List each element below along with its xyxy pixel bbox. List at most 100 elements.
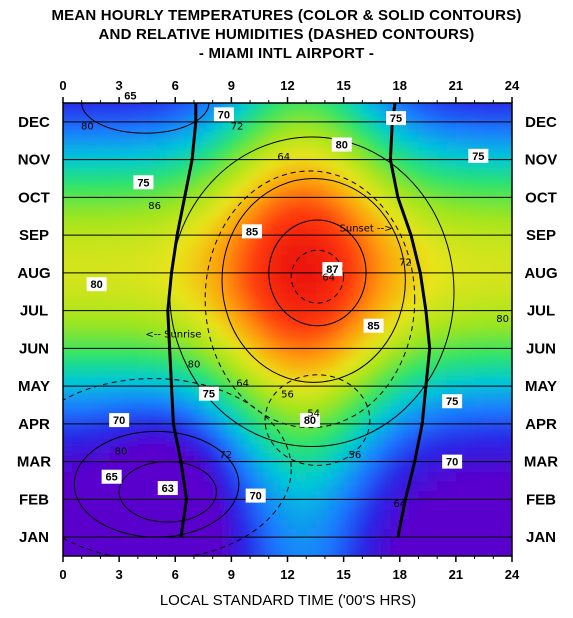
rh-label-72: 72 [231, 122, 244, 133]
x-tick-label-bottom-9: 9 [228, 567, 235, 582]
month-label-right-jan: JAN [526, 529, 556, 546]
temp-label-75: 75 [442, 394, 463, 409]
temp-label-80: 80 [299, 413, 320, 428]
month-label-left-dec: DEC [18, 114, 50, 131]
month-label-right-mar: MAR [524, 454, 558, 471]
temp-label-text: 70 [250, 491, 262, 503]
temp-label-box [245, 488, 266, 503]
x-tick-label-top-6: 6 [172, 78, 179, 93]
temp-label-80: 80 [86, 277, 107, 292]
x-tick-label-bottom-18: 18 [393, 567, 407, 582]
temp-label-70: 70 [213, 107, 234, 122]
x-tick-label-bottom-12: 12 [280, 567, 294, 582]
month-label-right-nov: NOV [525, 152, 558, 169]
x-tick-label-bottom-24: 24 [505, 567, 520, 582]
rh-label-80: 80 [188, 359, 201, 370]
x-tick-label-top-12: 12 [280, 78, 294, 93]
x-axis-bottom: 0 3 6 9 12 15 18 21 24 [59, 556, 520, 582]
x-axis-top: 0 3 6 9 12 15 18 21 24 [59, 78, 520, 103]
temp-contour-85 [221, 177, 406, 383]
title-line-3: - MIAMI INTL AIRPORT - [198, 45, 375, 62]
rh-label-80: 80 [496, 314, 509, 325]
temp-label-box [331, 137, 352, 152]
temp-label-75: 75 [468, 148, 489, 163]
x-tick-label-top-21: 21 [449, 78, 463, 93]
month-label-right-sep: SEP [526, 227, 556, 244]
month-label-right-jun: JUN [526, 340, 556, 357]
temp-label-box [213, 107, 234, 122]
month-label-left-jul: JUL [20, 303, 48, 320]
rh-label-72: 72 [399, 258, 412, 269]
temp-label-box [120, 88, 141, 103]
x-tick-label-top-3: 3 [116, 78, 123, 93]
x-tick-label-bottom-0: 0 [59, 567, 66, 582]
month-label-left-mar: MAR [17, 454, 51, 471]
rh-label-80: 80 [115, 446, 128, 457]
temperature-heatmap [63, 103, 512, 556]
x-tick-label-top-15: 15 [336, 78, 350, 93]
temp-label-65: 65 [120, 88, 141, 103]
y-axis-left-months: JAN FEB MAR APR MAY JUN JUL AUG SEP OCT NOV DEC [17, 114, 51, 546]
month-gridlines [63, 121, 512, 538]
temp-label-box [442, 394, 463, 409]
temp-label-70: 70 [109, 413, 130, 428]
sunrise-annotation: <-- Sunrise [145, 329, 201, 340]
month-label-right-dec: DEC [525, 114, 557, 131]
temp-label-text: 85 [246, 226, 258, 238]
y-axis-right-months: JAN FEB MAR APR MAY JUN JUL AUG SEP OCT NOV DEC [524, 114, 558, 546]
rh-label-64: 64 [322, 273, 335, 284]
temp-label-box [86, 277, 107, 292]
temp-label-text: 75 [390, 113, 402, 125]
month-label-right-feb: FEB [526, 491, 556, 508]
month-label-left-jun: JUN [19, 340, 49, 357]
temp-label-box [109, 413, 130, 428]
rh-label-64: 64 [277, 152, 290, 163]
month-label-left-feb: FEB [19, 491, 49, 508]
temp-label-75: 75 [133, 175, 154, 190]
x-tick-label-bottom-15: 15 [336, 567, 350, 582]
temp-label-75: 75 [386, 111, 407, 126]
temp-label-70: 70 [442, 454, 463, 469]
temp-label-text: 70 [446, 457, 458, 469]
rh-label-80: 80 [81, 122, 94, 133]
month-label-left-apr: APR [18, 416, 50, 433]
month-label-left-jan: JAN [19, 529, 49, 546]
temp-label-text: 75 [472, 151, 484, 163]
x-tick-label-bottom-3: 3 [116, 567, 123, 582]
temp-label-box [386, 111, 407, 126]
x-tick-label-top-9: 9 [228, 78, 235, 93]
rh-label-64: 64 [393, 499, 406, 510]
month-label-left-may: MAY [18, 378, 50, 395]
month-label-left-aug: AUG [17, 265, 50, 282]
temp-label-85: 85 [363, 318, 384, 333]
rh-label-54: 54 [307, 409, 320, 420]
month-label-right-jul: JUL [527, 303, 555, 320]
sunset-annotation: Sunset --> [340, 224, 393, 235]
temp-label-text: 80 [304, 415, 316, 427]
temp-label-box [299, 413, 320, 428]
temp-label-70: 70 [245, 488, 266, 503]
month-label-left-nov: NOV [18, 152, 51, 169]
temp-label-text: 75 [446, 396, 458, 408]
temp-label-box [442, 454, 463, 469]
x-tick-label-bottom-21: 21 [449, 567, 463, 582]
x-axis-title: LOCAL STANDARD TIME ('00'S HRS) [160, 592, 416, 609]
temp-label-box [363, 318, 384, 333]
temp-label-box [468, 148, 489, 163]
temp-label-text: 80 [91, 279, 103, 291]
temp-label-75: 75 [198, 386, 219, 401]
x-tick-label-top-24: 24 [505, 78, 520, 93]
chart-title: MEAN HOURLY TEMPERATURES (COLOR & SOLID … [0, 6, 573, 63]
temp-label-text: 70 [113, 415, 125, 427]
contour-labels: 65 70 75 80 75 75 85 87 80 85 75 75 70 80 70 65 63 70 80 72… [81, 88, 509, 510]
rh-label-56: 56 [281, 390, 294, 401]
temp-label-87: 87 [322, 262, 343, 277]
temp-label-text: 75 [203, 389, 215, 401]
rh-label-64: 64 [236, 378, 249, 389]
rh-contour-72-winter [63, 378, 292, 556]
rh-label-56: 56 [348, 450, 361, 461]
rh-label-72: 72 [219, 450, 232, 461]
rh-contour-64-inner [290, 249, 345, 304]
temp-label-box [157, 481, 178, 496]
